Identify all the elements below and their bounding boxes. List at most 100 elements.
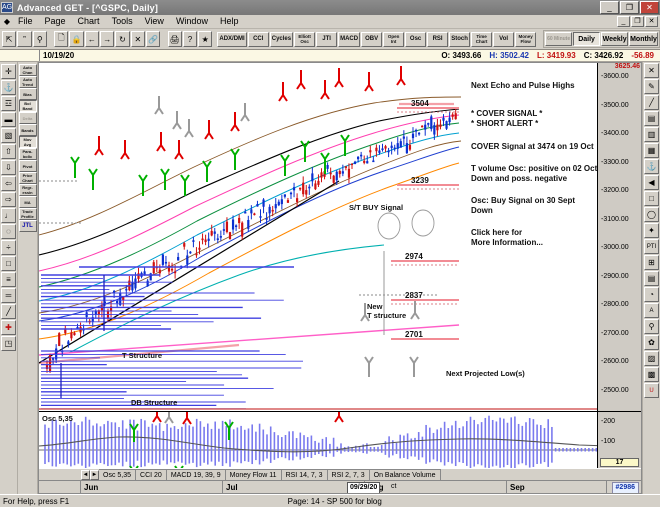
indicator-button-cycles[interactable]: Cycles xyxy=(269,31,294,47)
undo-u-icon[interactable]: U xyxy=(644,383,659,398)
text-box3-icon[interactable]: ▦ xyxy=(644,143,659,158)
palette-icon[interactable]: ✿ xyxy=(644,335,659,350)
globe-icon[interactable]: ◔ xyxy=(644,287,659,302)
study-button-bol-band[interactable]: Bol Band xyxy=(18,100,37,112)
lines-icon[interactable]: ≡ xyxy=(1,272,16,287)
menu-help[interactable]: Help xyxy=(219,16,239,26)
refresh-icon[interactable]: ↻ xyxy=(115,31,130,47)
indicator-button-macd[interactable]: MACD xyxy=(338,31,361,47)
indicator-button-open-int[interactable]: Open Int xyxy=(383,31,405,47)
xy-icon[interactable]: ÷ xyxy=(1,240,16,255)
mdi-close-button[interactable]: ✕ xyxy=(645,16,658,27)
close-button[interactable]: ✕ xyxy=(640,1,659,14)
delete-icon[interactable]: ✕ xyxy=(130,31,145,47)
highlighter-icon[interactable]: ╱ xyxy=(644,95,659,110)
grid-icon[interactable]: ⊞ xyxy=(644,255,659,270)
ellipse-icon[interactable]: ◯ xyxy=(644,207,659,222)
magnet2-icon[interactable]: ⚓ xyxy=(644,159,659,174)
indicator-button-elliott-osc[interactable]: Elliott Osc xyxy=(294,31,316,47)
menu-page[interactable]: Page xyxy=(44,16,66,26)
tab-rsi-2-7-3[interactable]: RSI 2, 7, 3 xyxy=(327,469,370,480)
study-button-delta[interactable]: Delta xyxy=(18,112,37,124)
annotation-click-1[interactable]: Click here for xyxy=(471,228,523,237)
annotation-click-2[interactable]: More Information... xyxy=(471,238,543,247)
study-button-mov-avg[interactable]: Mov Avg xyxy=(18,136,37,148)
oscillator-plot[interactable] xyxy=(39,412,609,468)
forward-icon[interactable]: → xyxy=(100,31,115,47)
price-plot[interactable] xyxy=(39,63,609,411)
arrow-left-icon[interactable]: ⇦ xyxy=(1,176,16,191)
close-x-icon[interactable]: ✕ xyxy=(644,63,659,78)
study-icon[interactable]: ☲ xyxy=(1,96,16,111)
indicator-button-obv[interactable]: OBV xyxy=(361,31,383,47)
restore-button[interactable]: ❐ xyxy=(620,1,639,14)
menu-file[interactable]: File xyxy=(18,16,33,26)
period-button-daily[interactable]: Daily xyxy=(573,32,601,46)
book-icon[interactable]: ▩ xyxy=(644,367,659,382)
minimize-button[interactable]: _ xyxy=(600,1,619,14)
cycle-icon[interactable]: ◌ xyxy=(1,224,16,239)
lock-icon[interactable]: 🔒 xyxy=(69,31,84,47)
study-button-regr-essin[interactable]: Regr-essin xyxy=(18,184,37,196)
study-button-ma[interactable]: MA xyxy=(18,196,37,208)
rect-icon[interactable]: □ xyxy=(1,256,16,271)
indicator-button-money-flow[interactable]: Money Flow xyxy=(515,31,537,47)
text-box-icon[interactable]: ▤ xyxy=(644,111,659,126)
tab-next-button[interactable]: ► xyxy=(90,470,99,480)
prob-icon[interactable]: ▤ xyxy=(644,271,659,286)
period-button-monthly[interactable]: Monthly xyxy=(629,32,658,46)
tab-osc-5-35[interactable]: Osc 5,35 xyxy=(99,469,137,480)
study-button-trade-profile[interactable]: Trade Profile xyxy=(18,208,37,220)
tab-prev-button[interactable]: ◄ xyxy=(81,470,90,480)
rect2-icon[interactable]: □ xyxy=(644,191,659,206)
back-icon[interactable]: ← xyxy=(84,31,100,47)
study-button-para-bolic[interactable]: Para-bolic xyxy=(18,148,37,160)
indicator-button-cci[interactable]: CCI xyxy=(247,31,269,47)
eraser-icon[interactable]: ▧ xyxy=(1,128,16,143)
tab-rsi-14-7-3[interactable]: RSI 14, 7, 3 xyxy=(281,469,328,480)
mdi-minimize-button[interactable]: _ xyxy=(617,16,630,27)
indicator-button-vol[interactable]: Vol xyxy=(493,31,515,47)
new-page-icon[interactable]: 🗋 xyxy=(54,31,69,47)
period-button-60-minute[interactable]: 60 Minute xyxy=(545,32,573,46)
study-button-pivot[interactable]: Pivot xyxy=(18,160,37,172)
menu-chart[interactable]: Chart xyxy=(77,16,100,26)
crosshair-icon[interactable]: ✛ xyxy=(1,64,16,79)
link-icon[interactable]: 🔗 xyxy=(145,31,161,47)
indicator-button-jti[interactable]: JTI xyxy=(316,31,338,47)
arrow-down-icon[interactable]: ⇩ xyxy=(1,160,16,175)
help-icon[interactable]: ? xyxy=(182,31,198,47)
wizard-icon[interactable]: ★ xyxy=(198,31,213,47)
indicator-button-stoch[interactable]: Stoch xyxy=(449,31,471,47)
system-menu-icon[interactable]: ◆ xyxy=(3,17,11,26)
zoom-icon[interactable]: ⚲ xyxy=(32,31,47,47)
menu-window[interactable]: Window xyxy=(175,16,208,26)
sparkle-icon[interactable]: ✦ xyxy=(644,223,659,238)
indicator-button-osc[interactable]: Osc xyxy=(405,31,427,47)
ruler-icon[interactable]: ▬ xyxy=(1,112,16,127)
text-box2-icon[interactable]: ▥ xyxy=(644,127,659,142)
tab-macd-19-39-9[interactable]: MACD 19, 39, 9 xyxy=(166,469,226,480)
fib-icon[interactable]: ♩ xyxy=(1,208,16,223)
indicator-button-time-chart[interactable]: Time Chart xyxy=(471,31,493,47)
cursor-icon[interactable]: ⇱ xyxy=(2,31,17,47)
price-axis[interactable]: 3625.46 -3600.00 -3500.00 -3400.00 -3300.00… xyxy=(597,63,641,411)
study-button-bands[interactable]: Bands xyxy=(18,124,37,136)
arrow-up-icon[interactable]: ⇧ xyxy=(1,144,16,159)
quote-icon[interactable]: ” xyxy=(17,31,32,47)
tab-cci-20[interactable]: CCI 20 xyxy=(136,469,167,480)
indicator-button-adx-dmi[interactable]: ADX/DMI xyxy=(217,31,247,47)
arrow-right-icon[interactable]: ⇨ xyxy=(1,192,16,207)
period-button-weekly[interactable]: Weekly xyxy=(601,32,629,46)
price-pane[interactable]: 3504 3239 2974 2837 2701 Next Echo and P… xyxy=(39,63,641,411)
study-button-bias[interactable]: Bias xyxy=(18,88,37,100)
study-button-auto-trend[interactable]: Auto Trend xyxy=(18,76,37,88)
plus-icon[interactable]: ✚ xyxy=(1,320,16,335)
study-button-price-chart[interactable]: Price Chart xyxy=(18,172,37,184)
menu-tools[interactable]: Tools xyxy=(111,16,133,26)
study-button-jtl[interactable]: JTL xyxy=(18,220,37,232)
pencil-icon[interactable]: ✎ xyxy=(644,79,659,94)
hline-icon[interactable]: ═ xyxy=(1,288,16,303)
chart-area[interactable]: 3504 3239 2974 2837 2701 Next Echo and P… xyxy=(38,62,642,494)
print-icon[interactable]: 🖨 xyxy=(167,31,182,47)
